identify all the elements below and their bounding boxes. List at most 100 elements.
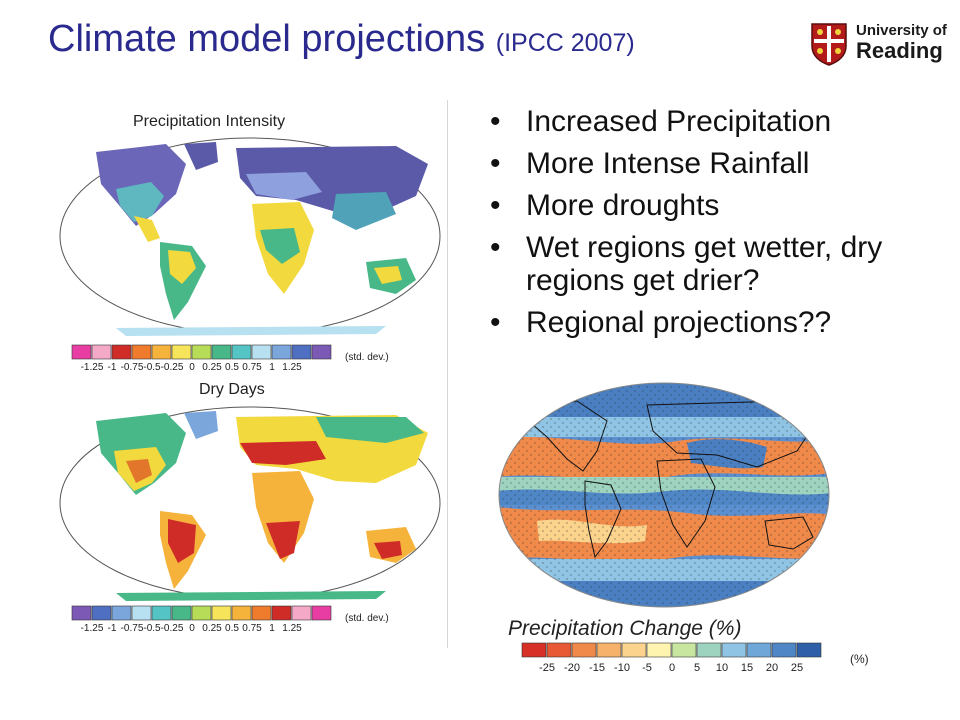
colorbar-swatch	[746, 642, 772, 658]
colorbar-swatch	[696, 642, 722, 658]
change-colorbar-unit: (%)	[850, 652, 869, 666]
intensity-map-label: Precipitation Intensity	[133, 113, 286, 130]
drydays-map-label: Dry Days	[199, 381, 265, 398]
logo-line-2: Reading	[856, 38, 943, 63]
intensity-colorbar-ticks: -1.25 -1 -0.75 -0.5 -0.25 0 0.25 0.5 0.75 1 1.25	[81, 362, 303, 373]
drydays-colorbar-ticks: -1.25 -1 -0.75 -0.5 -0.25 0 0.25 0.5 0.75 1 1.25	[81, 623, 303, 634]
colorbar-swatch	[521, 642, 547, 658]
colorbar-tick-label: -0.5	[143, 362, 161, 373]
drydays-colorbar-swatches	[71, 605, 332, 621]
colorbar-swatch	[311, 344, 332, 360]
colorbar-swatch	[546, 642, 572, 658]
colorbar-swatch	[211, 605, 232, 621]
colorbar-tick-label: -10	[614, 662, 630, 674]
university-logo: University of Reading	[810, 20, 947, 68]
colorbar-tick-label: 1.25	[282, 623, 302, 634]
colorbar-tick-label: 0.25	[202, 623, 222, 634]
colorbar-tick-label: 1	[269, 362, 275, 373]
colorbar-tick-label: 15	[741, 662, 753, 674]
colorbar-swatch	[231, 605, 252, 621]
precipitation-change-map	[498, 382, 830, 608]
colorbar-swatch	[271, 344, 292, 360]
colorbar-tick-label: 1	[269, 623, 275, 634]
change-colorbar-ticks: -25 -20 -15 -10 -5 0 5 10 15 20 25	[539, 662, 803, 674]
colorbar-swatch	[671, 642, 697, 658]
colorbar-tick-label: -25	[539, 662, 555, 674]
colorbar-swatch	[721, 642, 747, 658]
colorbar-tick-label: -1	[108, 362, 117, 373]
colorbar-tick-label: -0.25	[161, 623, 184, 634]
logo-line-1: University of	[856, 22, 947, 39]
title-main: Climate model projections	[48, 18, 486, 60]
colorbar-swatch	[171, 344, 192, 360]
bullet-item: Increased Precipitation	[486, 105, 946, 138]
colorbar-swatch	[191, 605, 212, 621]
colorbar-swatch	[91, 605, 112, 621]
colorbar-swatch	[291, 344, 312, 360]
colorbar-tick-label: 5	[694, 662, 700, 674]
colorbar-swatch	[271, 605, 292, 621]
crest-icon	[811, 23, 847, 66]
colorbar-swatch	[151, 344, 172, 360]
colorbar-swatch	[91, 344, 112, 360]
colorbar-swatch	[571, 642, 597, 658]
drydays-colorbar-unit: (std. dev.)	[345, 613, 389, 624]
colorbar-tick-label: 0.25	[202, 362, 222, 373]
colorbar-tick-label: -1.25	[81, 623, 104, 634]
colorbar-tick-label: -0.75	[121, 623, 144, 634]
colorbar-swatch	[191, 344, 212, 360]
colorbar-tick-label: -15	[589, 662, 605, 674]
colorbar-swatch	[596, 642, 622, 658]
colorbar-tick-label: 0.5	[225, 623, 239, 634]
colorbar-tick-label: 0	[189, 362, 195, 373]
colorbar-swatch	[71, 344, 92, 360]
colorbar-tick-label: 20	[766, 662, 778, 674]
colorbar-tick-label: -0.5	[143, 623, 161, 634]
precipitation-intensity-map	[56, 134, 444, 338]
drydays-colorbar: -1.25 -1 -0.75 -0.5 -0.25 0 0.25 0.5 0.75 1 1.25 (…	[71, 605, 389, 634]
change-colorbar-swatches	[521, 642, 822, 658]
colorbar-tick-label: 0.75	[242, 362, 262, 373]
colorbar-swatch	[111, 344, 132, 360]
colorbar-tick-label: -0.25	[161, 362, 184, 373]
colorbar-tick-label: -5	[642, 662, 652, 674]
colorbar-swatch	[231, 344, 252, 360]
colorbar-swatch	[621, 642, 647, 658]
colorbar-swatch	[251, 344, 272, 360]
change-map-label: Precipitation Change (%)	[508, 617, 742, 640]
colorbar-tick-label: -1	[108, 623, 117, 634]
colorbar-swatch	[646, 642, 672, 658]
colorbar-tick-label: 0.5	[225, 362, 239, 373]
bullet-list: Increased Precipitation More Intense Rai…	[486, 105, 946, 348]
colorbar-tick-label: 0	[189, 623, 195, 634]
colorbar-tick-label: 1.25	[282, 362, 302, 373]
colorbar-swatch	[311, 605, 332, 621]
colorbar-tick-label: -20	[564, 662, 580, 674]
colorbar-swatch	[291, 605, 312, 621]
colorbar-swatch	[251, 605, 272, 621]
colorbar-tick-label: -0.75	[121, 362, 144, 373]
colorbar-swatch	[71, 605, 92, 621]
colorbar-tick-label: 25	[791, 662, 803, 674]
colorbar-tick-label: 0.75	[242, 623, 262, 634]
intensity-colorbar-swatches	[71, 344, 332, 360]
dry-days-map	[56, 403, 444, 603]
colorbar-swatch	[771, 642, 797, 658]
title-sub: (IPCC 2007)	[495, 29, 635, 57]
colorbar-swatch	[211, 344, 232, 360]
colorbar-swatch	[796, 642, 822, 658]
colorbar-swatch	[131, 344, 152, 360]
intensity-colorbar: -1.25 -1 -0.75 -0.5 -0.25 0 0.25 0.5 0.75 1 1.25 (…	[71, 344, 389, 373]
bullet-item: More droughts	[486, 189, 946, 222]
change-colorbar: -25 -20 -15 -10 -5 0 5 10 15 20 25 (%)	[521, 642, 869, 674]
colorbar-tick-label: 10	[716, 662, 728, 674]
colorbar-tick-label: -1.25	[81, 362, 104, 373]
column-divider	[447, 100, 448, 648]
bullet-item: More Intense Rainfall	[486, 147, 946, 180]
colorbar-swatch	[171, 605, 192, 621]
intensity-colorbar-unit: (std. dev.)	[345, 352, 389, 363]
colorbar-swatch	[131, 605, 152, 621]
slide-title: Climate model projections (IPCC 2007)	[48, 18, 635, 61]
colorbar-swatch	[111, 605, 132, 621]
colorbar-tick-label: 0	[669, 662, 675, 674]
